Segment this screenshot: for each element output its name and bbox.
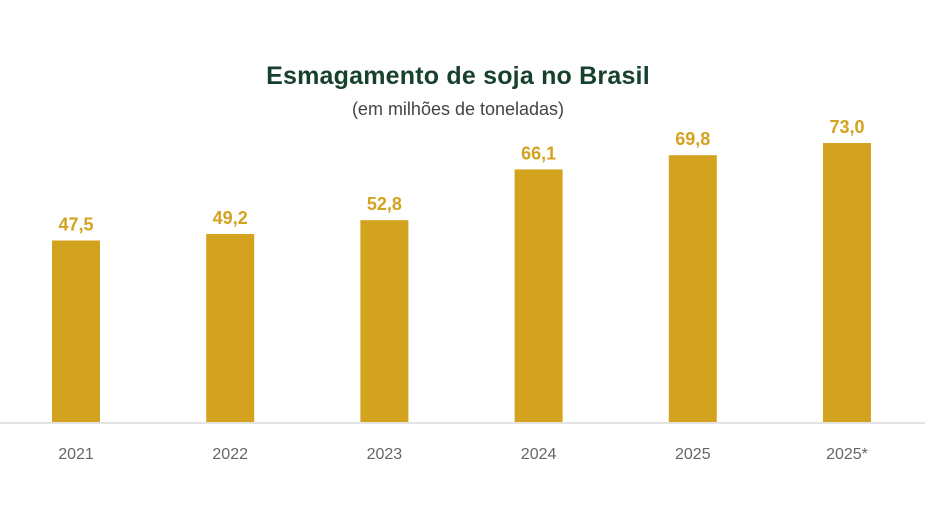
bar-2024 [514,169,563,422]
bar-2025 [668,155,717,422]
x-tick-label: 2025 [675,446,711,463]
bar-2022 [206,234,255,422]
x-tick-label: 2024 [521,446,557,463]
x-tick-label: 2022 [212,446,248,463]
data-label: 49,2 [213,208,248,228]
chart-subtitle: (em milhões de toneladas) [351,99,565,119]
x-tick-label: 2023 [367,446,403,463]
data-label: 66,1 [521,143,556,163]
data-label: 69,8 [675,129,710,149]
x-tick-label: 2021 [58,446,94,463]
bar-2023 [360,220,409,422]
data-label: 73,0 [829,117,864,137]
x-tick-label: 2025* [826,446,868,463]
bars-layer: 47,5 2021 49,2 2022 52,8 2023 66,1 2024 69,8 2025… [52,117,871,463]
data-label: 47,5 [58,215,93,235]
chart-title: Esmagamento de soja no Brasil [266,62,650,90]
data-label: 52,8 [367,194,402,214]
bar-2025* [823,143,871,422]
bar-2021 [52,240,100,422]
